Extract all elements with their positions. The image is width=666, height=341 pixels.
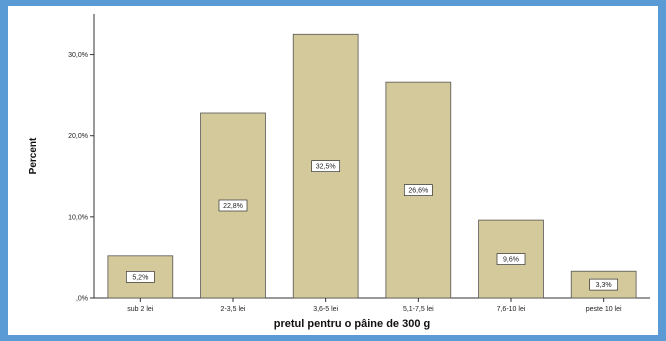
x-tick-label: sub 2 lei <box>127 306 154 313</box>
data-label: 9,6% <box>503 257 519 264</box>
data-label: 22,8% <box>223 203 243 210</box>
data-label: 3,3% <box>596 282 612 289</box>
y-tick-label: 30,0% <box>68 52 88 59</box>
x-axis-title: pretul pentru o pâine de 300 g <box>274 318 430 330</box>
data-label-box <box>311 160 341 172</box>
y-axis-ticks: ,0% 10,0% 20,0% 30,0% <box>68 52 94 303</box>
data-label: 26,6% <box>408 188 428 195</box>
y-tick-label: ,0% <box>76 296 88 303</box>
x-tick-label: 2-3,5 lei <box>221 306 246 313</box>
x-tick-label: 3,6-5 lei <box>313 306 338 313</box>
x-tick-label: 7,6-10 lei <box>497 306 526 313</box>
data-label-box <box>496 253 526 265</box>
bars: 5,2% 22,8% 32,5% 26,6% 9,6% 3,3% <box>107 33 637 299</box>
y-axis-title: Percent <box>28 137 39 174</box>
data-label: 32,5% <box>316 164 336 171</box>
x-axis-ticks: sub 2 lei 2-3,5 lei 3,6-5 lei 5,1-7,5 lei 7,… <box>127 298 622 313</box>
data-label-box <box>218 199 248 212</box>
x-tick-label: peste 10 lei <box>586 306 622 313</box>
plot-area: ,0% 10,0% 20,0% 30,0% 5,2% 22,8% 32,5% 26,6% 9,… <box>68 14 650 313</box>
data-label-box <box>589 278 619 291</box>
data-label-box <box>125 271 155 283</box>
x-tick-label: 5,1-7,5 lei <box>403 306 434 313</box>
data-label-box <box>403 184 433 196</box>
y-tick-label: 10,0% <box>68 214 88 221</box>
data-label: 5,2% <box>132 274 148 281</box>
y-tick-label: 20,0% <box>68 133 88 140</box>
